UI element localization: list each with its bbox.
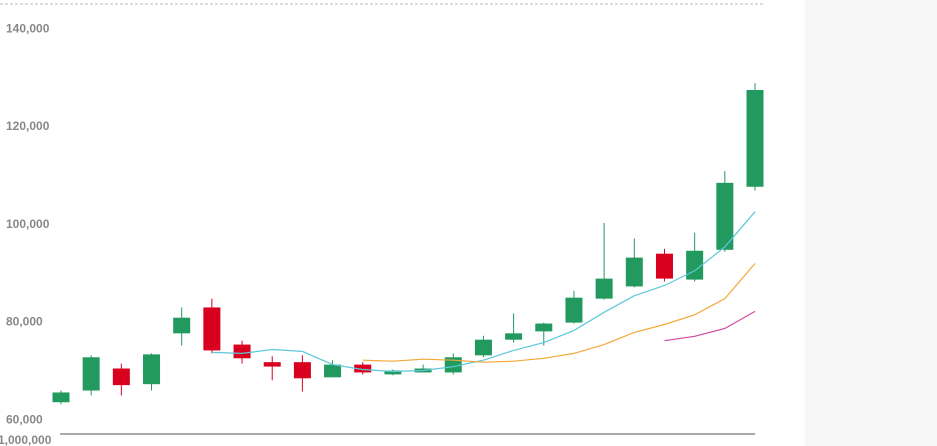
candle-body [233, 344, 251, 359]
candle-body [384, 370, 402, 375]
candle-body [52, 392, 70, 403]
volume-axis-label: 1,000,000 [0, 433, 52, 446]
y-tick-label: 120,000 [6, 119, 50, 133]
moving-average-line [211, 211, 756, 373]
candle-body [716, 182, 734, 250]
candle-body [565, 297, 583, 323]
candle-body [263, 362, 281, 367]
candle-body [173, 317, 191, 334]
y-tick-label: 140,000 [6, 21, 50, 35]
candle-body [505, 333, 523, 340]
y-tick-label: 60,000 [6, 412, 43, 426]
candle-body [686, 250, 704, 280]
y-tick-label: 100,000 [6, 217, 50, 231]
candle-body [354, 364, 372, 373]
candle-body [655, 253, 673, 279]
candle-body [82, 357, 100, 391]
moving-average-line [664, 310, 756, 342]
candle-body [293, 362, 311, 379]
candle-body [535, 323, 553, 332]
moving-average-line [362, 263, 756, 363]
candle-body [143, 354, 161, 385]
candle-body [203, 307, 221, 351]
candle-body [474, 339, 492, 356]
side-panel [805, 0, 937, 446]
y-tick-label: 80,000 [6, 315, 43, 329]
candle-body [324, 364, 342, 378]
candle-body [112, 368, 130, 386]
candle-body [625, 257, 643, 287]
candle-body [595, 278, 613, 299]
candle-body [746, 90, 764, 187]
